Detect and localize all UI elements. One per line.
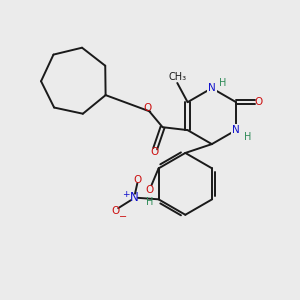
Text: O: O: [151, 147, 159, 157]
Text: N: N: [208, 83, 216, 93]
Text: N: N: [130, 191, 139, 204]
Text: +: +: [122, 190, 130, 199]
Text: −: −: [118, 212, 127, 222]
Text: H: H: [219, 78, 227, 88]
Text: H: H: [244, 132, 251, 142]
Text: O: O: [254, 97, 262, 107]
Text: CH₃: CH₃: [168, 72, 186, 82]
Text: O: O: [133, 175, 142, 184]
Text: O: O: [144, 103, 152, 113]
Text: O: O: [111, 206, 119, 216]
Text: O: O: [146, 184, 154, 195]
Text: H: H: [146, 197, 153, 207]
Text: N: N: [232, 125, 240, 135]
